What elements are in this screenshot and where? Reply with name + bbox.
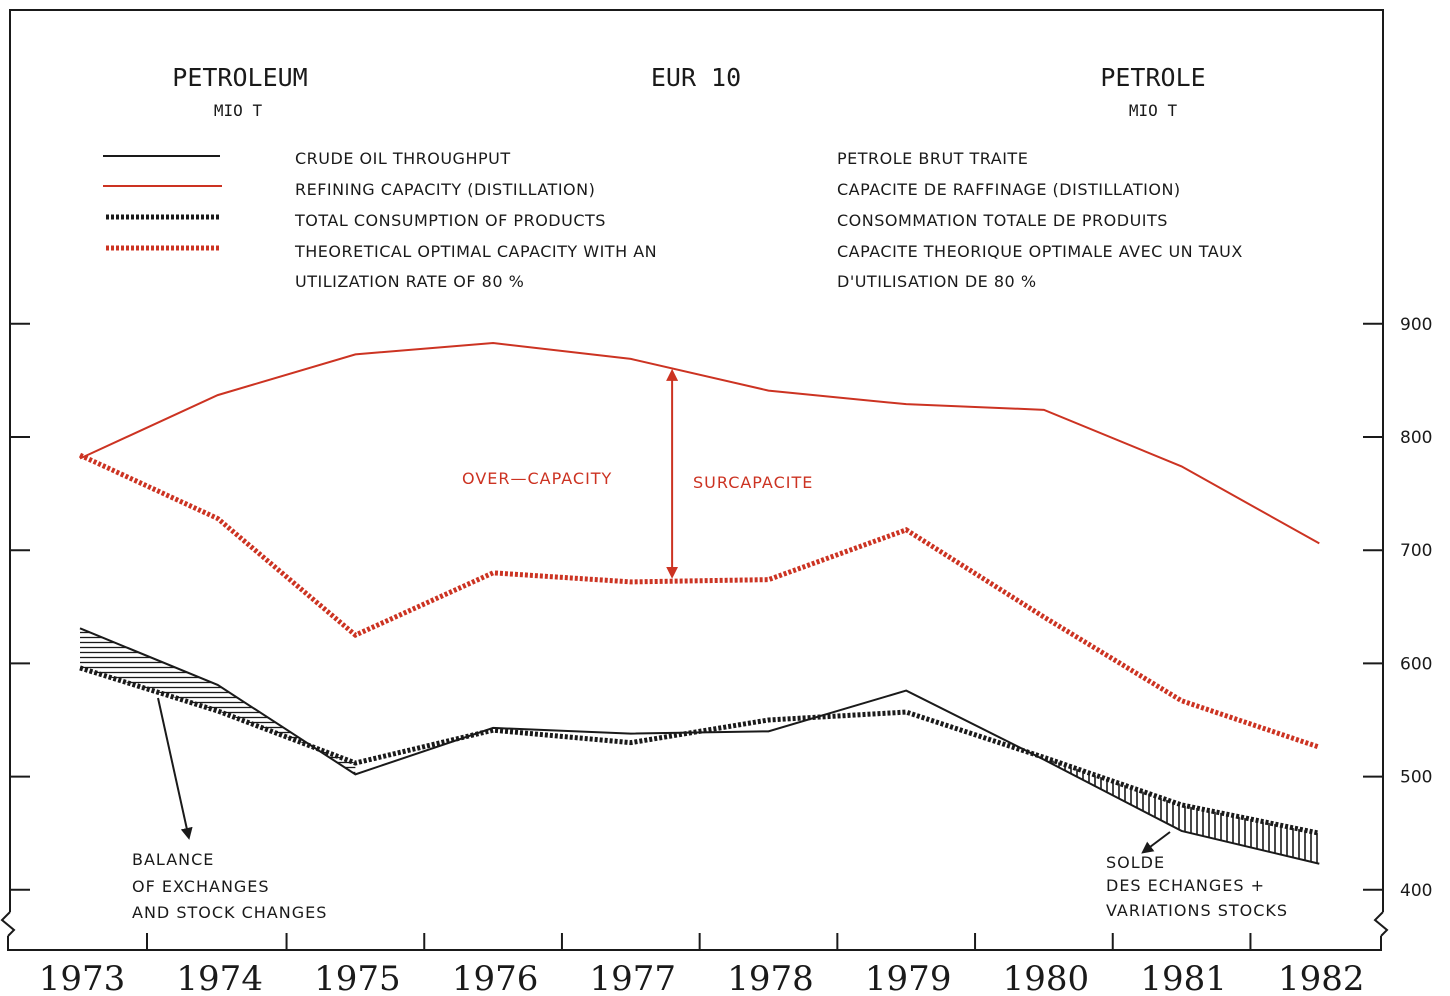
balance-en-3: AND STOCK CHANGES <box>132 903 327 922</box>
x-tick-label: 1977 <box>590 959 677 996</box>
center-title: EUR 10 <box>651 63 741 92</box>
left-title: PETROLEUM <box>172 63 307 92</box>
y-axis: 400 500 600 700 800 900 <box>10 315 1432 901</box>
legend-fr-5: D'UTILISATION DE 80 % <box>837 272 1037 291</box>
x-tick-label: 1980 <box>1003 959 1090 996</box>
x-tick-label: 1974 <box>176 959 263 996</box>
y-tick-label: 500 <box>1400 768 1432 788</box>
chart-frame <box>0 9 1389 951</box>
x-tick-label: 1982 <box>1278 959 1365 996</box>
balance-fr-1: SOLDE <box>1106 853 1165 872</box>
x-tick-label: 1978 <box>727 959 814 996</box>
x-tick-label: 1976 <box>452 959 539 996</box>
y-tick-label: 400 <box>1400 881 1432 901</box>
balance-hatch-left <box>80 628 356 775</box>
balance-en-1: BALANCE <box>132 850 214 869</box>
overcapacity-label-fr: SURCAPACITE <box>693 473 813 492</box>
balance-arrow-left <box>157 697 193 840</box>
balance-en-2: OF EXCHANGES <box>132 877 270 896</box>
series-crude-oil-throughput <box>79 627 1320 865</box>
legend-fr-2: CAPACITE DE RAFFINAGE (DISTILLATION) <box>837 180 1181 199</box>
balance-fr-3: VARIATIONS STOCKS <box>1106 901 1288 920</box>
legend-fr-4: CAPACITE THEORIQUE OPTIMALE AVEC UN TAUX <box>837 242 1243 261</box>
legend-en-1: CRUDE OIL THROUGHPUT <box>295 149 511 168</box>
balance-arrow-right <box>1141 831 1171 854</box>
legend-en-3: TOTAL CONSUMPTION OF PRODUCTS <box>294 211 606 230</box>
x-axis: 1973 1974 1975 1976 1977 1978 1979 1980 1981 1982 <box>39 933 1365 996</box>
legend-en-4: THEORETICAL OPTIMAL CAPACITY WITH AN <box>294 242 657 261</box>
series-theoretical-optimal-capacity <box>78 452 1321 750</box>
x-tick-label: 1981 <box>1140 959 1227 996</box>
x-tick-label: 1975 <box>314 959 401 996</box>
left-unit: MIO T <box>214 101 263 120</box>
legend-fr-3: CONSOMMATION TOTALE DE PRODUITS <box>837 211 1168 230</box>
series-total-consumption <box>79 665 1320 836</box>
series-group <box>78 342 1321 865</box>
x-tick-label: 1979 <box>865 959 952 996</box>
y-tick-label: 900 <box>1400 315 1432 335</box>
y-tick-label: 800 <box>1400 428 1432 448</box>
right-unit: MIO T <box>1129 101 1178 120</box>
overcapacity-label-en: OVER—CAPACITY <box>462 469 612 488</box>
balance-hatch-right <box>1043 757 1320 864</box>
x-tick-label: 1973 <box>39 959 126 996</box>
legend-fr-1: PETROLE BRUT TRAITE <box>837 149 1028 168</box>
series-refining-capacity <box>79 342 1320 545</box>
legend-en-5: UTILIZATION RATE OF 80 % <box>295 272 524 291</box>
y-tick-label: 600 <box>1400 654 1432 674</box>
legend-en-2: REFINING CAPACITY (DISTILLATION) <box>295 180 595 199</box>
balance-fr-2: DES ECHANGES + <box>1106 876 1265 895</box>
right-title: PETROLE <box>1100 63 1205 92</box>
y-tick-label: 700 <box>1400 541 1432 561</box>
